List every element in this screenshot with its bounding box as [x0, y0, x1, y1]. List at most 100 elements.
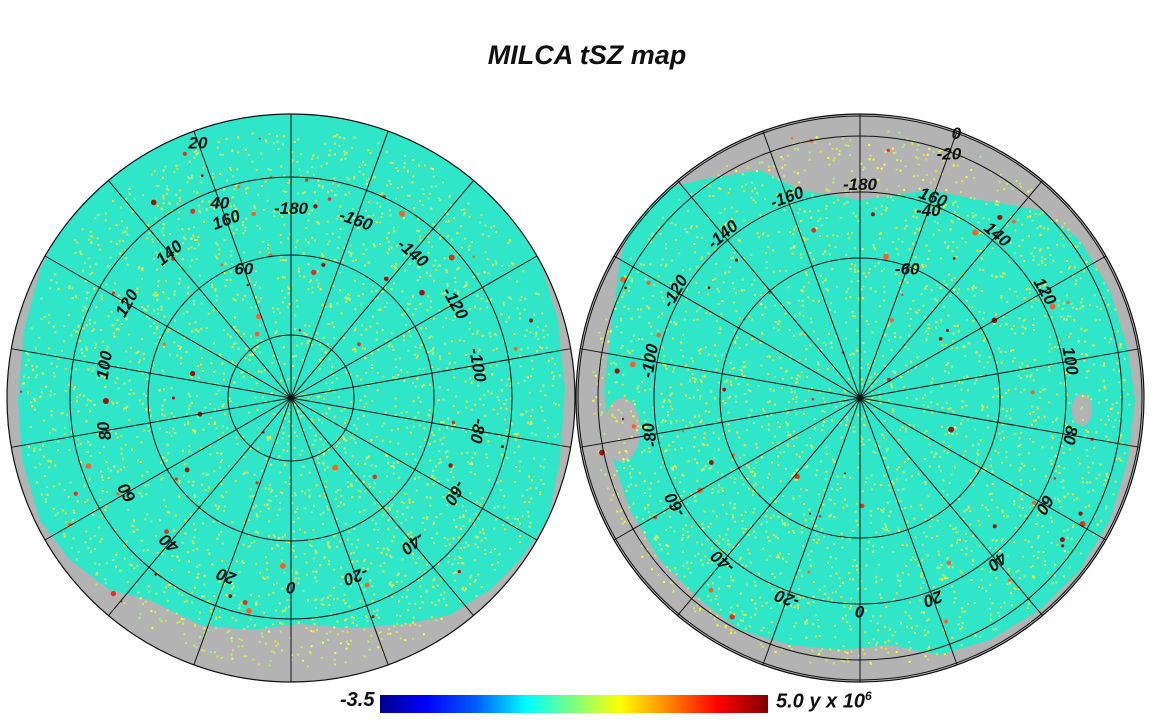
speckle-dot [376, 331, 379, 334]
speckle-dot [257, 370, 260, 373]
speckle-dot [874, 290, 877, 293]
speckle-dot [663, 355, 666, 357]
speckle-dot [427, 413, 430, 416]
speckle-dot [878, 233, 881, 236]
speckle-dot [749, 390, 752, 393]
speckle-dot [930, 401, 933, 404]
speckle-dot [310, 279, 312, 282]
speckle-dot [60, 412, 63, 415]
speckle-dot [191, 330, 194, 333]
speckle-dot [115, 328, 118, 331]
speckle-dot [324, 350, 327, 353]
speckle-dot [1014, 387, 1017, 390]
speckle-dot [1072, 427, 1075, 430]
speckle-dot [951, 250, 954, 253]
speckle-dot [790, 391, 793, 393]
speckle-dot [1033, 358, 1036, 361]
speckle-dot [1039, 286, 1042, 289]
speckle-dot [1079, 277, 1082, 280]
speckle-dot [279, 622, 282, 625]
speckle-dot [1044, 258, 1047, 261]
speckle-dot [160, 461, 162, 464]
speckle-dot [220, 483, 223, 485]
speckle-dot [1105, 505, 1108, 508]
speckle-dot [407, 169, 410, 172]
speckle-dot [376, 322, 379, 325]
speckle-dot [990, 613, 993, 616]
speckle-dot [809, 344, 812, 347]
speckle-dot [63, 489, 66, 491]
speckle-dot [1050, 347, 1053, 350]
speckle-dot [754, 602, 757, 605]
speckle-dot [1029, 438, 1031, 440]
speckle-dot [856, 329, 859, 332]
speckle-dot [431, 366, 433, 369]
speckle-dot [1001, 511, 1004, 514]
speckle-dot [167, 188, 170, 191]
speckle-dot [657, 424, 659, 427]
speckle-dot [351, 455, 354, 458]
speckle-dot [379, 564, 382, 567]
speckle-dot [1051, 437, 1054, 440]
speckle-dot [727, 539, 729, 542]
cluster-spot [102, 398, 109, 404]
speckle-dot [188, 160, 191, 163]
speckle-dot [334, 135, 337, 138]
speckle-dot [824, 478, 827, 481]
speckle-dot [408, 602, 411, 605]
speckle-dot [162, 202, 165, 205]
speckle-dot [743, 190, 746, 193]
speckle-dot [50, 279, 53, 282]
speckle-dot [412, 621, 414, 624]
speckle-dot [402, 542, 405, 545]
speckle-dot [376, 202, 379, 205]
speckle-dot [923, 410, 926, 413]
speckle-dot [945, 283, 948, 286]
speckle-dot [275, 441, 278, 444]
speckle-dot [480, 297, 483, 300]
speckle-dot [701, 543, 704, 546]
speckle-dot [368, 648, 371, 651]
speckle-dot [72, 388, 75, 391]
speckle-dot [904, 227, 907, 230]
speckle-dot [304, 507, 307, 510]
speckle-dot [484, 414, 486, 417]
speckle-dot [629, 257, 632, 260]
speckle-dot [86, 398, 89, 401]
speckle-dot [445, 317, 448, 320]
speckle-dot [454, 361, 457, 364]
speckle-dot [735, 169, 738, 172]
speckle-dot [768, 472, 771, 475]
speckle-dot [203, 220, 205, 223]
speckle-dot [973, 197, 976, 200]
speckle-dot [247, 545, 250, 548]
speckle-dot [390, 246, 393, 249]
speckle-dot [89, 399, 92, 402]
speckle-dot [355, 479, 358, 482]
speckle-dot [1077, 457, 1079, 460]
speckle-dot [94, 548, 97, 551]
speckle-dot [1027, 602, 1030, 605]
speckle-dot [845, 416, 848, 419]
speckle-dot [929, 525, 932, 528]
speckle-dot [242, 221, 244, 224]
speckle-dot [381, 192, 384, 195]
speckle-dot [899, 290, 902, 293]
speckle-dot [290, 658, 293, 661]
speckle-dot [157, 284, 159, 287]
speckle-dot [340, 494, 343, 497]
speckle-dot [160, 264, 163, 267]
speckle-dot [804, 621, 807, 624]
speckle-dot [302, 429, 305, 431]
speckle-dot [365, 328, 368, 331]
speckle-dot [721, 473, 724, 476]
speckle-dot [852, 578, 854, 581]
speckle-dot [346, 481, 349, 483]
speckle-dot [766, 521, 769, 523]
speckle-dot [979, 250, 982, 252]
speckle-dot [990, 171, 993, 174]
speckle-dot [439, 237, 442, 240]
speckle-dot [694, 610, 697, 613]
speckle-dot [379, 491, 382, 493]
speckle-dot [673, 530, 676, 533]
